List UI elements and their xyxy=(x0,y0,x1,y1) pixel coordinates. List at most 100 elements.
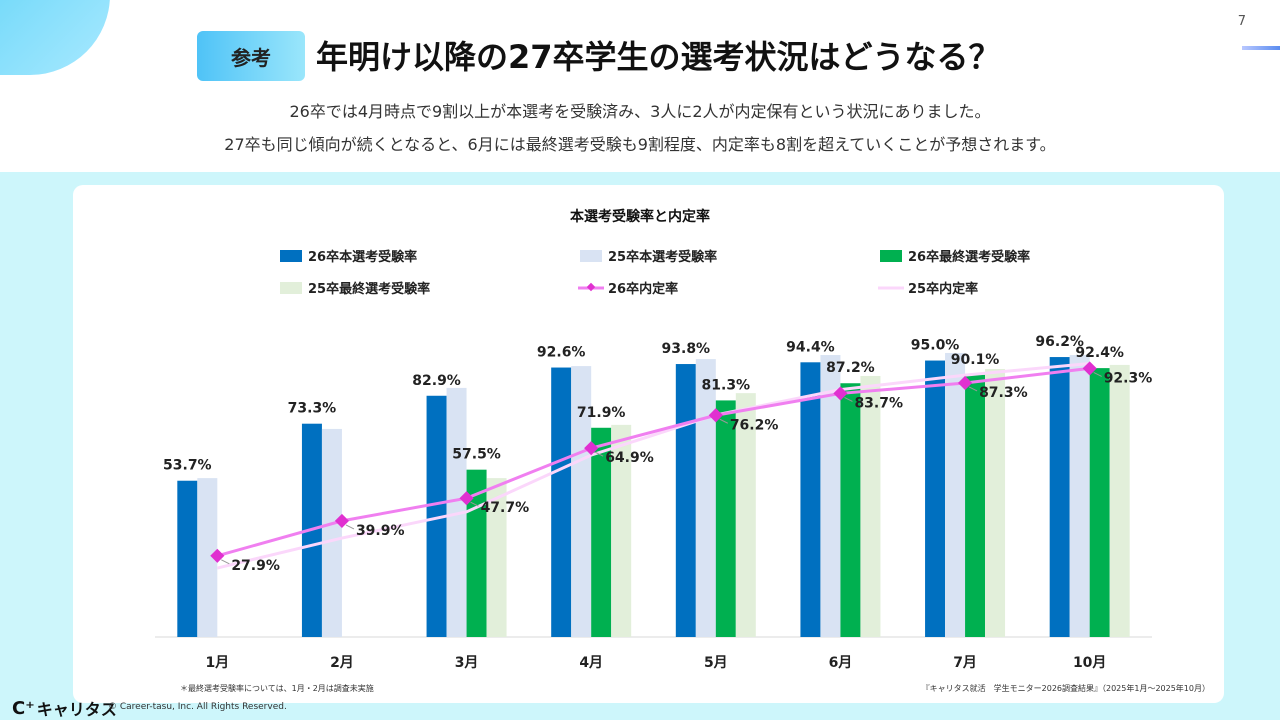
bar-2 xyxy=(715,400,736,637)
bar-2 xyxy=(591,427,612,637)
bar-0 xyxy=(925,360,946,637)
reference-badge: 参考 xyxy=(197,31,305,81)
data-label: 93.8% xyxy=(662,341,711,357)
bar-0 xyxy=(426,395,447,637)
data-label: 82.9% xyxy=(412,373,461,389)
bar-3 xyxy=(985,368,1006,637)
bar-1 xyxy=(197,478,218,637)
bar-0 xyxy=(800,362,821,637)
line-marker xyxy=(584,441,599,456)
bar-1 xyxy=(820,355,841,637)
data-label: 94.4% xyxy=(786,339,835,355)
bar-1 xyxy=(571,366,592,637)
page-accent-line xyxy=(1242,46,1280,50)
data-label: 73.3% xyxy=(288,401,337,417)
line-marker xyxy=(334,513,350,528)
data-label: 92.6% xyxy=(537,345,586,361)
line-marker xyxy=(708,408,723,423)
data-label: 39.9% xyxy=(356,523,405,539)
data-label: 92.3% xyxy=(1104,370,1153,386)
line-5 xyxy=(216,361,1090,570)
legend-swatch xyxy=(280,282,302,294)
data-label: 47.7% xyxy=(481,500,530,516)
bar-1 xyxy=(1069,355,1090,637)
footnote-left: ＊最終選考受験率については、1月・2月は調査未実施 xyxy=(180,684,374,693)
line-marker xyxy=(833,386,848,401)
label-leader xyxy=(844,396,853,402)
legend-swatch xyxy=(280,250,302,262)
data-label: 87.3% xyxy=(979,385,1028,401)
x-tick-label: 5月 xyxy=(704,655,728,671)
chart-title: 本選考受験率と内定率 xyxy=(570,208,710,225)
bar-1 xyxy=(695,359,716,637)
x-tick-label: 4月 xyxy=(579,655,603,671)
legend-label: 25卒最終選考受験率 xyxy=(308,281,430,297)
data-label: 95.0% xyxy=(911,338,960,354)
data-label: 53.7% xyxy=(163,458,212,474)
data-label: 92.4% xyxy=(1075,345,1124,361)
page-title: 年明け以降の27卒学生の選考状況はどうなる？ xyxy=(316,38,1001,76)
legend-label: 26卒最終選考受験率 xyxy=(908,249,1030,265)
data-label: 76.2% xyxy=(730,417,779,433)
header-area xyxy=(0,0,1280,172)
chart-card xyxy=(73,185,1224,703)
copyright: © Career-tasu, Inc. All Rights Reserved. xyxy=(108,702,287,712)
bar-0 xyxy=(551,367,572,637)
label-leader xyxy=(470,501,479,507)
page-number: 7 xyxy=(1237,14,1246,29)
legend-label: 25卒内定率 xyxy=(908,281,978,297)
x-tick-label: 10月 xyxy=(1073,655,1106,671)
legend-marker xyxy=(586,282,596,292)
bar-3 xyxy=(735,393,756,637)
bar-0 xyxy=(675,364,696,637)
label-leader xyxy=(594,451,604,457)
data-label: 96.2% xyxy=(1035,334,1084,350)
source-note: 『キャリタス就活 学生モニター2026調査結果』（2025年1月～2025年10… xyxy=(921,684,1210,693)
line-4 xyxy=(216,366,1090,558)
data-label: 57.5% xyxy=(452,447,501,463)
legend-label: 26卒内定率 xyxy=(608,281,678,297)
x-tick-label: 2月 xyxy=(330,655,354,671)
legend-swatch xyxy=(880,250,902,262)
line-marker xyxy=(957,375,973,391)
x-tick-label: 3月 xyxy=(455,655,479,671)
data-label: 71.9% xyxy=(577,405,626,421)
legend-swatch xyxy=(580,250,602,262)
bar-3 xyxy=(611,424,632,637)
legend-label: 26卒本選考受験率 xyxy=(308,249,417,265)
label-leader xyxy=(968,386,978,392)
line-marker xyxy=(210,548,225,563)
label-leader xyxy=(1093,371,1102,377)
subtitle-line-1: 26卒では4月時点で9割以上が本選考を受験済み、3人に2人が内定保有という状況に… xyxy=(289,102,991,121)
logo-c-icon: C⁺ xyxy=(12,697,35,719)
logo: C⁺ キャリタス xyxy=(12,696,117,720)
data-label: 87.2% xyxy=(826,360,875,376)
label-leader xyxy=(719,418,729,424)
bar-1 xyxy=(321,428,342,637)
data-label: 90.1% xyxy=(951,352,1000,368)
bar-0 xyxy=(177,480,198,637)
line-marker xyxy=(459,491,474,506)
line-marker xyxy=(1082,361,1097,376)
x-tick-label: 6月 xyxy=(829,655,853,671)
bar-2 xyxy=(965,374,986,637)
logo-text: キャリタス xyxy=(36,700,117,719)
bar-1 xyxy=(945,352,966,637)
bar-3 xyxy=(1109,364,1130,637)
legend-label: 25卒本選考受験率 xyxy=(608,249,717,265)
label-leader xyxy=(345,524,355,530)
bar-2 xyxy=(840,383,861,637)
x-tick-label: 1月 xyxy=(205,655,229,671)
bar-3 xyxy=(860,375,881,637)
data-label: 81.3% xyxy=(702,377,751,393)
bar-2 xyxy=(1089,368,1110,637)
data-label: 27.9% xyxy=(231,558,280,574)
subtitle-line-2: 27卒も同じ傾向が続くとなると、6月には最終選考受験も9割程度、内定率も8割を超… xyxy=(224,135,1056,154)
bar-2 xyxy=(466,469,487,637)
bar-0 xyxy=(1049,357,1070,637)
data-label: 83.7% xyxy=(854,395,903,411)
data-label: 64.9% xyxy=(605,450,654,466)
label-leader xyxy=(221,559,230,565)
bar-3 xyxy=(486,478,507,637)
